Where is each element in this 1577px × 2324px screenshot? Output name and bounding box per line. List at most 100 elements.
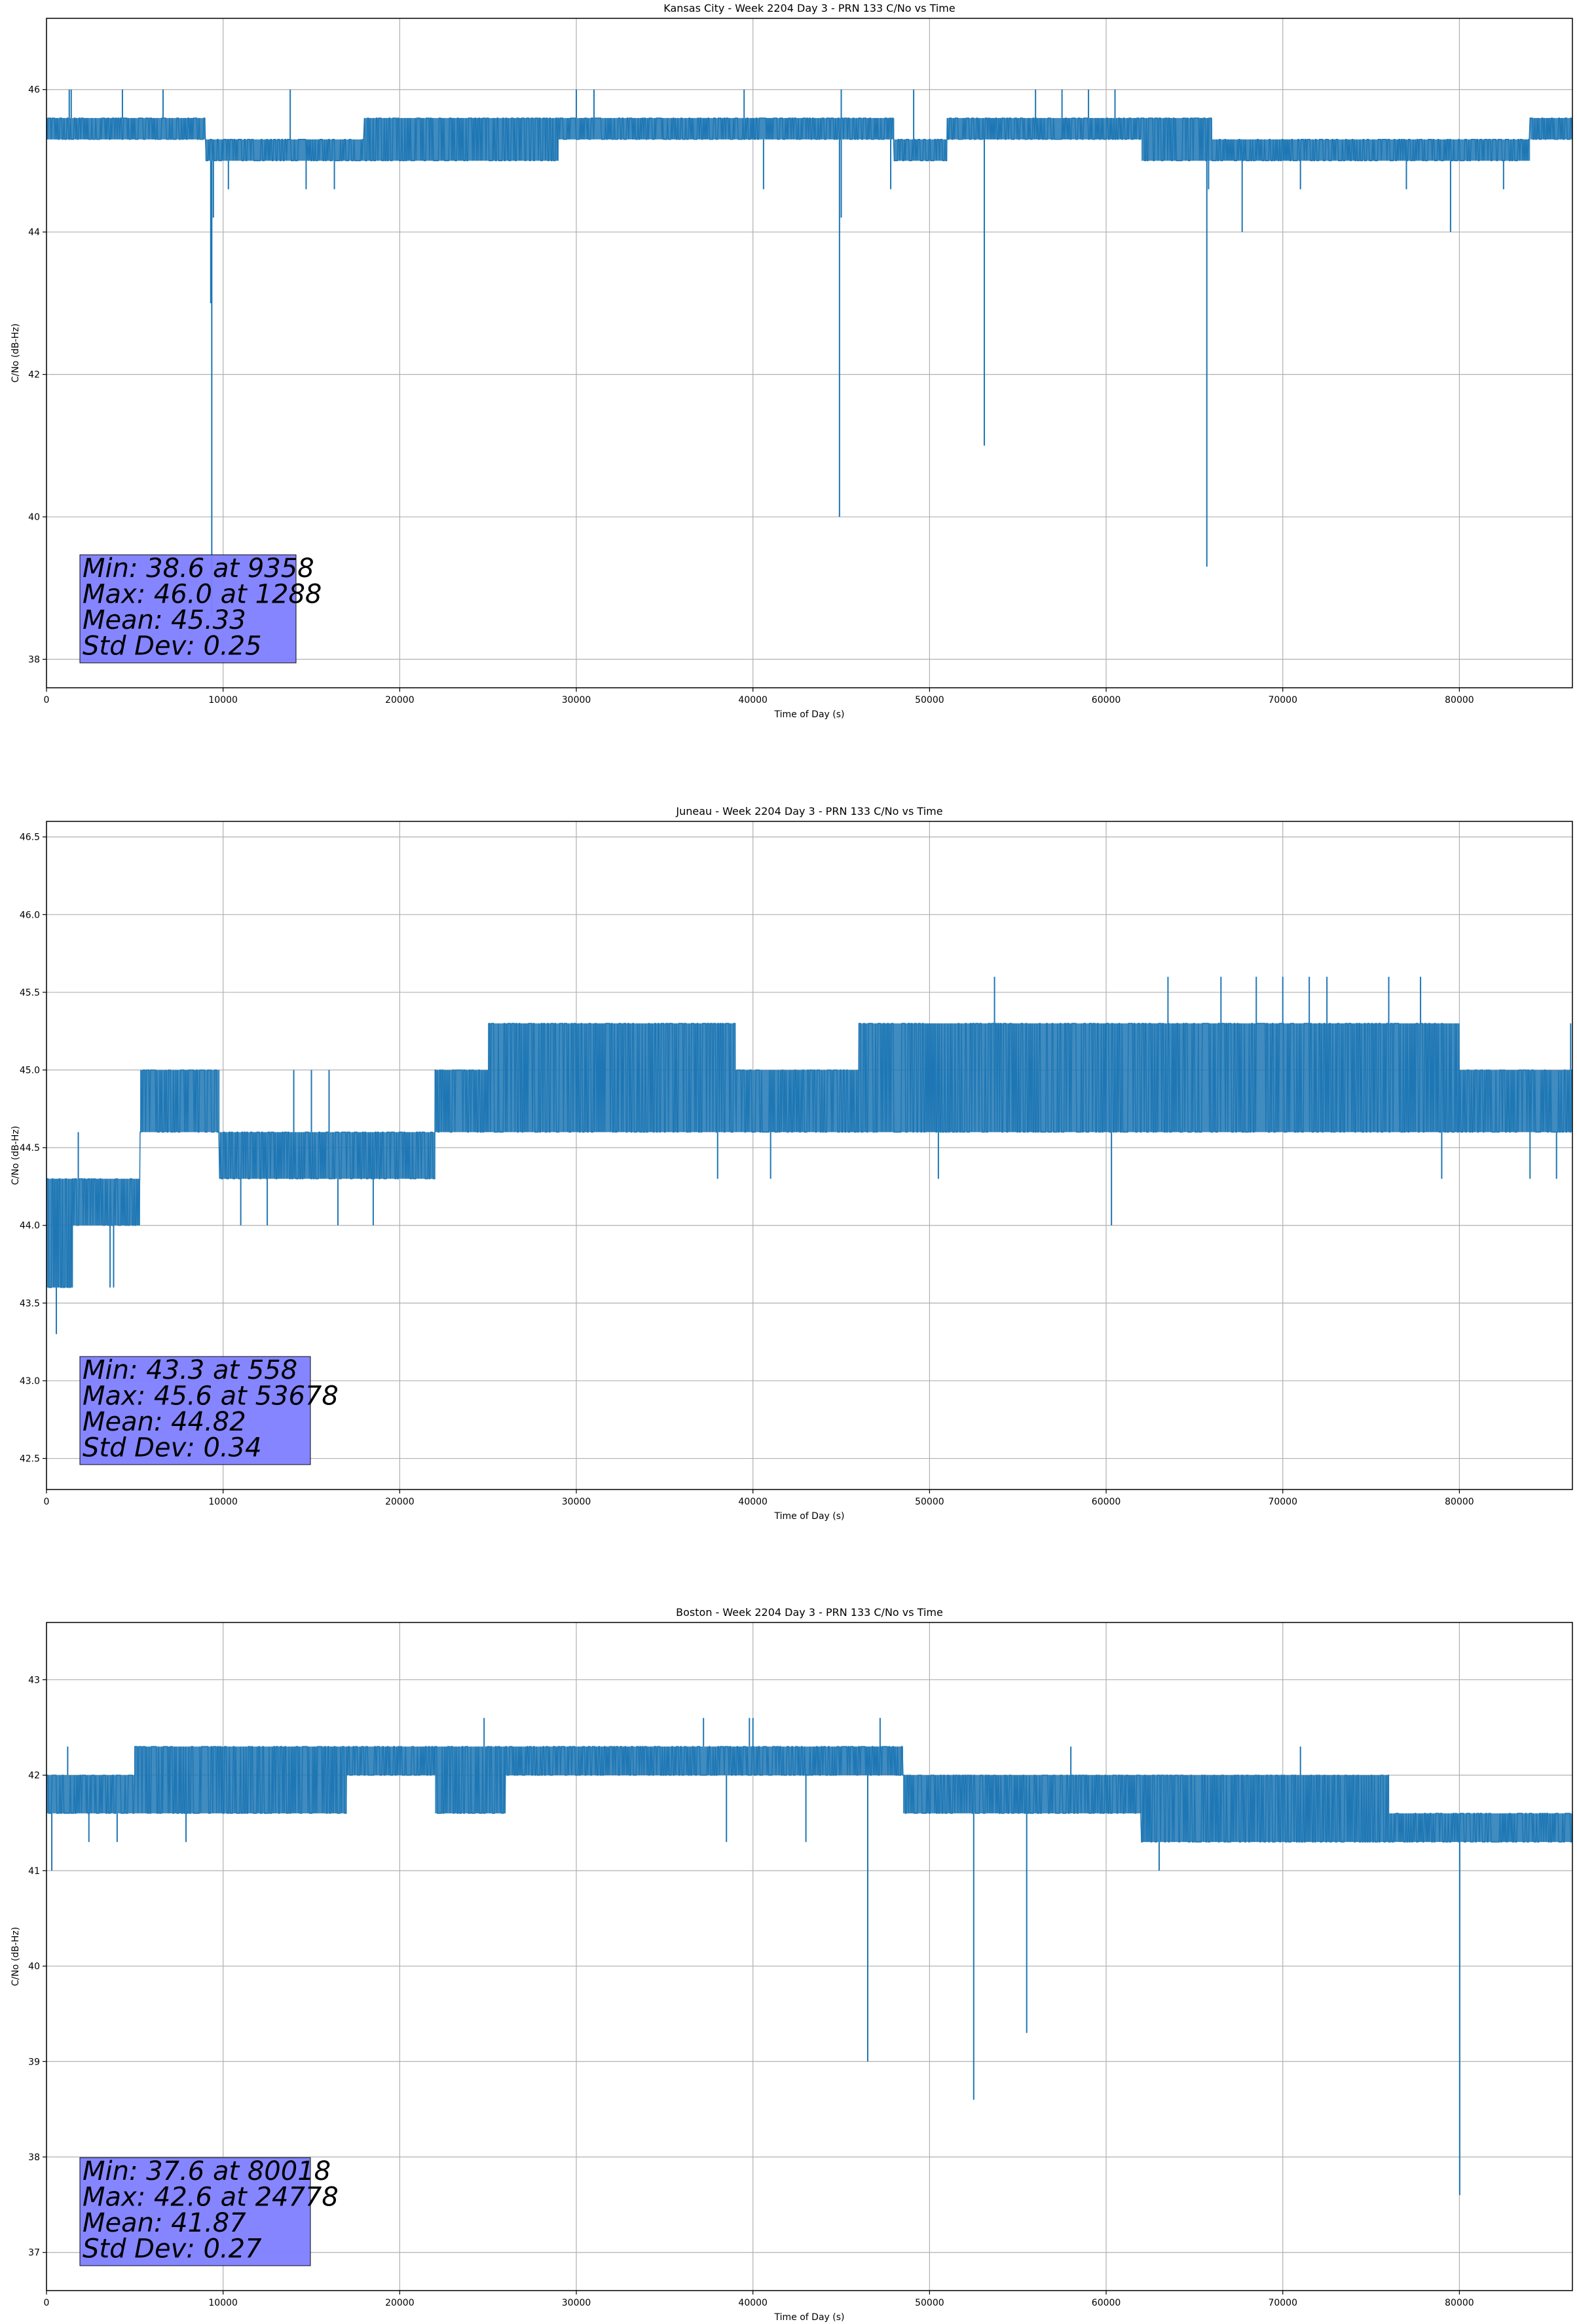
y-tick-label: 46.5 bbox=[20, 833, 40, 843]
y-tick-label: 39 bbox=[28, 2057, 40, 2067]
stats-box-background bbox=[79, 554, 297, 664]
series-band bbox=[1018, 118, 1141, 140]
series-band bbox=[46, 1775, 135, 1814]
y-tick-label: 41 bbox=[28, 1866, 40, 1877]
stats-line: Min: 38.6 at 9358 bbox=[83, 553, 314, 584]
series-band bbox=[1530, 118, 1572, 140]
chart-boston: Boston - Week 2204 Day 3 - PRN 133 C/No … bbox=[10, 1606, 1573, 2323]
series-band bbox=[435, 1746, 506, 1814]
y-tick-label: 43 bbox=[28, 1675, 40, 1685]
x-axis-label: Time of Day (s) bbox=[774, 2312, 845, 2323]
y-tick-label: 44 bbox=[28, 227, 40, 238]
series-line bbox=[46, 1717, 1572, 2196]
y-tick-label: 42 bbox=[28, 370, 40, 381]
y-tick-label: 38 bbox=[28, 2152, 40, 2163]
chart-juneau: Juneau - Week 2204 Day 3 - PRN 133 C/No … bbox=[10, 805, 1573, 1522]
x-tick-label: 10000 bbox=[208, 695, 238, 705]
x-tick-label: 20000 bbox=[385, 695, 415, 705]
series-band bbox=[1459, 1070, 1572, 1133]
series-band bbox=[139, 1070, 220, 1133]
series-band bbox=[752, 118, 895, 140]
x-tick-label: 40000 bbox=[738, 1497, 768, 1507]
y-tick-label: 40 bbox=[28, 1962, 40, 1972]
series-band bbox=[134, 1746, 347, 1814]
series-band bbox=[894, 139, 948, 161]
stats-line: Std Dev: 0.34 bbox=[83, 1433, 262, 1463]
x-tick-label: 70000 bbox=[1268, 2298, 1297, 2308]
x-tick-label: 80000 bbox=[1445, 695, 1474, 705]
x-tick-label: 0 bbox=[44, 695, 50, 705]
y-tick-label: 45.0 bbox=[20, 1066, 40, 1076]
series-band bbox=[859, 1023, 1107, 1133]
x-tick-label: 50000 bbox=[915, 2298, 944, 2308]
x-tick-label: 10000 bbox=[208, 2298, 238, 2308]
series-band bbox=[559, 118, 753, 140]
chart-title: Boston - Week 2204 Day 3 - PRN 133 C/No … bbox=[676, 1606, 943, 1619]
axes-frame bbox=[46, 1622, 1573, 2291]
series-line bbox=[46, 89, 1572, 617]
stats-line: Max: 46.0 at 1288 bbox=[83, 580, 322, 610]
chart-kansas-city: Kansas City - Week 2204 Day 3 - PRN 133 … bbox=[10, 2, 1573, 720]
series-band bbox=[329, 1132, 436, 1179]
stats-line: Max: 42.6 at 24778 bbox=[83, 2183, 339, 2213]
stats-line: Std Dev: 0.25 bbox=[83, 631, 262, 662]
x-tick-label: 40000 bbox=[738, 695, 768, 705]
x-tick-label: 0 bbox=[44, 2298, 50, 2308]
series-band bbox=[435, 1070, 489, 1133]
y-axis-label: C/No (dB-Hz) bbox=[10, 1126, 21, 1185]
x-tick-label: 60000 bbox=[1092, 695, 1121, 705]
x-tick-label: 20000 bbox=[385, 1497, 415, 1507]
x-tick-label: 80000 bbox=[1445, 2298, 1474, 2308]
y-tick-label: 38 bbox=[28, 655, 40, 665]
series-band bbox=[46, 1178, 73, 1288]
series-band bbox=[1141, 1775, 1389, 1843]
y-tick-label: 44.0 bbox=[20, 1221, 40, 1231]
y-tick-label: 46 bbox=[28, 85, 40, 96]
series-band bbox=[73, 1178, 140, 1226]
stats-line: Min: 43.3 at 558 bbox=[83, 1355, 297, 1385]
series-band bbox=[735, 1070, 859, 1133]
chart-title: Kansas City - Week 2204 Day 3 - PRN 133 … bbox=[663, 2, 955, 14]
stats-line: Min: 37.6 at 80018 bbox=[83, 2156, 331, 2186]
y-tick-label: 43.5 bbox=[20, 1298, 40, 1309]
y-tick-label: 42 bbox=[28, 1771, 40, 1781]
axes-frame bbox=[46, 821, 1573, 1490]
series-band bbox=[1141, 118, 1212, 161]
x-tick-label: 10000 bbox=[208, 1497, 238, 1507]
axes-frame bbox=[46, 18, 1573, 688]
series-band bbox=[488, 1023, 735, 1133]
series-band bbox=[205, 139, 365, 161]
y-tick-label: 45.5 bbox=[20, 988, 40, 998]
y-axis-label: C/No (dB-Hz) bbox=[10, 324, 21, 383]
y-axis-label: C/No (dB-Hz) bbox=[10, 1927, 21, 1986]
series-band bbox=[1106, 1023, 1460, 1133]
stats-box-background bbox=[79, 1356, 311, 1465]
series-band bbox=[1388, 1813, 1572, 1843]
x-tick-label: 30000 bbox=[562, 1497, 591, 1507]
series-line bbox=[46, 977, 1572, 1334]
series-band bbox=[219, 1132, 329, 1179]
x-tick-label: 50000 bbox=[915, 695, 944, 705]
y-tick-label: 43.0 bbox=[20, 1376, 40, 1387]
x-tick-label: 70000 bbox=[1268, 1497, 1297, 1507]
stats-box-background bbox=[79, 2157, 311, 2266]
series-band bbox=[364, 118, 559, 161]
x-tick-label: 0 bbox=[44, 1497, 50, 1507]
x-tick-label: 50000 bbox=[915, 1497, 944, 1507]
series-band bbox=[947, 118, 1018, 140]
series-band bbox=[902, 1775, 1141, 1814]
x-tick-label: 20000 bbox=[385, 2298, 415, 2308]
stats-line: Mean: 41.87 bbox=[83, 2208, 246, 2238]
stats-line: Std Dev: 0.27 bbox=[83, 2234, 262, 2264]
x-axis-label: Time of Day (s) bbox=[774, 1511, 845, 1522]
x-axis-label: Time of Day (s) bbox=[774, 709, 845, 720]
y-tick-label: 40 bbox=[28, 512, 40, 523]
series-band bbox=[506, 1746, 903, 1776]
x-tick-label: 30000 bbox=[562, 2298, 591, 2308]
x-tick-label: 60000 bbox=[1092, 2298, 1121, 2308]
chart-title: Juneau - Week 2204 Day 3 - PRN 133 C/No … bbox=[675, 805, 942, 817]
